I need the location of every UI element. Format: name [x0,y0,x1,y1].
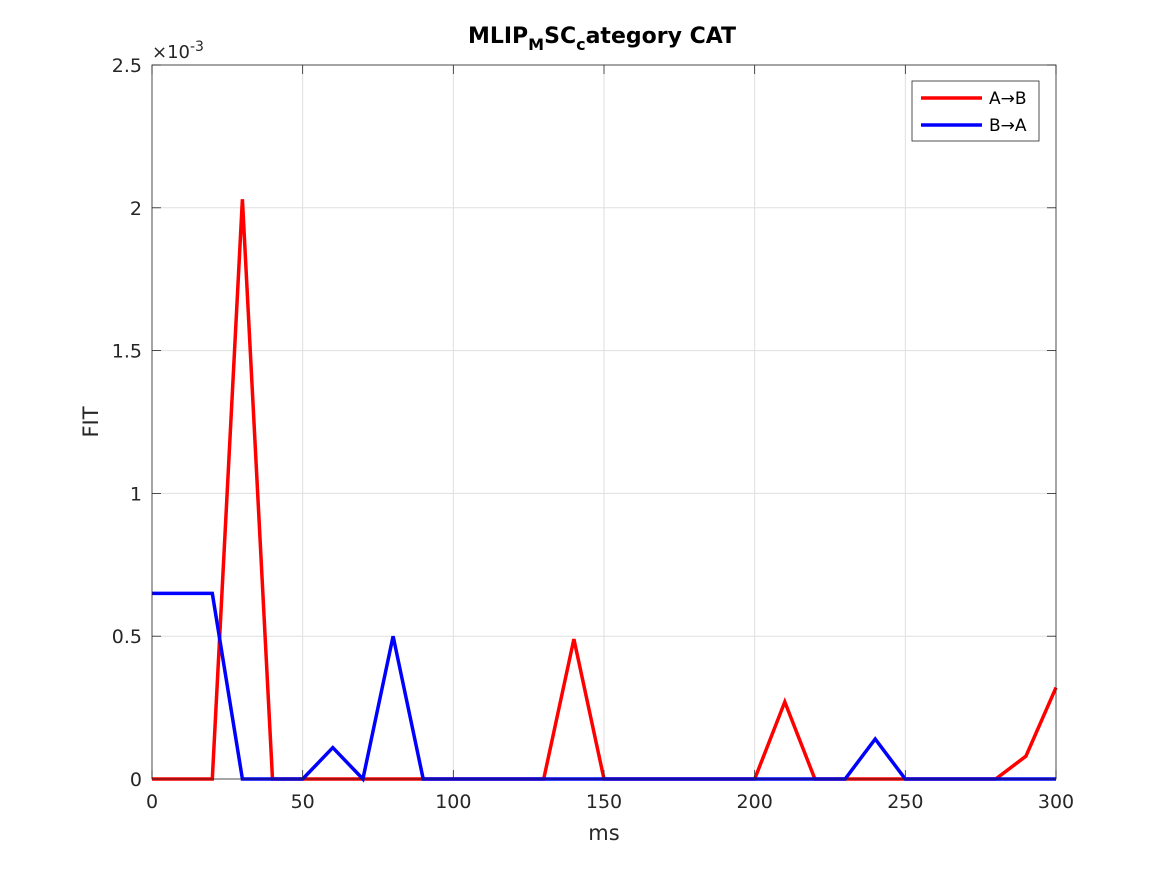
y-tick-label: 0 [130,769,142,791]
x-tick-label: 250 [887,791,923,813]
y-tick-labels: 0 0.5 1 1.5 2 2.5 [112,55,142,791]
title-part-2: SC [544,24,576,49]
y-tick-label: 2.5 [112,55,142,77]
x-tick-label: 300 [1038,791,1074,813]
tick-marks [151,64,1057,780]
x-tick-labels: 0 50 100 150 200 250 300 [146,791,1074,813]
y-tick-label: 1 [130,483,142,505]
y-tick-label: 0.5 [112,626,142,648]
title-sub-1: M [528,35,544,54]
chart-title: MLIPMSCcategory CAT [468,24,736,54]
y-multiplier-exponent: -3 [190,39,204,55]
x-tick-label: 150 [586,791,622,813]
title-part-1: MLIP [468,24,528,49]
x-tick-label: 100 [435,791,471,813]
y-multiplier-base: ×10 [152,42,190,63]
legend-label-a-to-b: A→B [989,89,1027,109]
y-tick-label: 1.5 [112,341,142,363]
title-part-3: ategory CAT [586,24,736,49]
x-axis-label: ms [588,821,619,845]
title-sub-2: c [576,35,585,54]
x-tick-label: 200 [737,791,773,813]
legend-label-b-to-a: B→A [989,116,1027,136]
x-tick-label: 0 [146,791,158,813]
y-multiplier: ×10-3 [152,39,204,63]
x-tick-label: 50 [291,791,315,813]
y-axis-label: FIT [79,406,103,437]
legend-box [911,80,1040,142]
legend: A→B B→A [911,80,1040,142]
y-tick-label: 2 [130,198,142,220]
